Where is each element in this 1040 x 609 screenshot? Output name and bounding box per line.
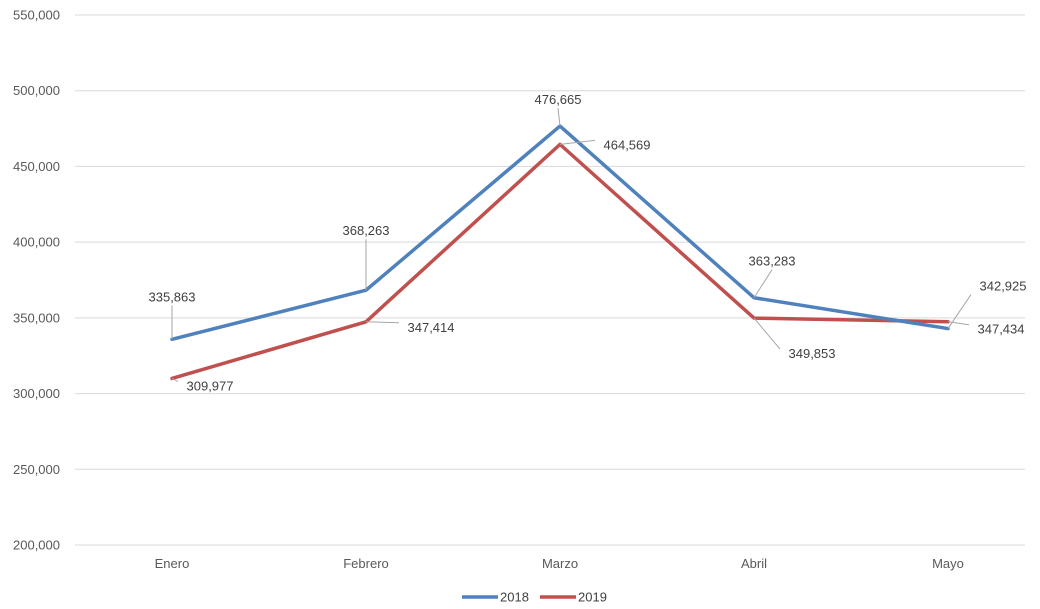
leader-line [947, 321, 970, 326]
y-axis-tick-labels: 200,000 250,000 300,000 350,000 400,000 450,0… [13, 8, 60, 553]
leader-line [365, 321, 400, 324]
y-tick-label: 250,000 [13, 462, 60, 477]
data-label-2019: 464,569 [604, 137, 651, 152]
y-tick-label: 500,000 [13, 83, 60, 98]
leader-line [947, 294, 972, 329]
data-label-2019: 347,434 [978, 322, 1025, 337]
leader-line [557, 107, 561, 127]
data-label-2018: 342,925 [980, 279, 1027, 294]
y-tick-label: 200,000 [13, 538, 60, 553]
legend-label-2018: 2018 [500, 590, 529, 605]
series-line-2019 [170, 142, 950, 381]
gridlines [75, 14, 1025, 546]
x-tick-label: Enero [155, 556, 190, 571]
data-label-2019: 347,414 [408, 320, 455, 335]
data-label-2019: 309,977 [187, 378, 234, 393]
data-labels: 335,863 368,263 476,665 363,283 342,925 309,9… [149, 92, 1027, 393]
leader-line [753, 317, 781, 350]
leader-line [753, 269, 773, 299]
x-tick-label: Mayo [932, 556, 964, 571]
data-label-2018: 363,283 [749, 254, 796, 269]
leader-line [559, 139, 596, 145]
data-label-2018: 368,263 [343, 223, 390, 238]
y-tick-label: 350,000 [13, 310, 60, 325]
legend: 2018 2019 [462, 590, 607, 605]
x-tick-label: Marzo [542, 556, 578, 571]
series-line-2018 [170, 124, 950, 342]
data-label-2019: 349,853 [789, 346, 836, 361]
data-label-2018: 335,863 [149, 289, 196, 304]
leader-line [171, 378, 179, 382]
y-tick-label: 300,000 [13, 386, 60, 401]
legend-label-2019: 2019 [578, 590, 607, 605]
x-axis-tick-labels: Enero Febrero Marzo Abril Mayo [155, 556, 964, 571]
x-tick-label: Febrero [343, 556, 389, 571]
y-tick-label: 550,000 [13, 8, 60, 23]
series-lines [170, 124, 950, 381]
x-tick-label: Abril [741, 556, 767, 571]
data-label-2018: 476,665 [535, 92, 582, 107]
y-tick-label: 450,000 [13, 159, 60, 174]
y-tick-label: 400,000 [13, 235, 60, 250]
